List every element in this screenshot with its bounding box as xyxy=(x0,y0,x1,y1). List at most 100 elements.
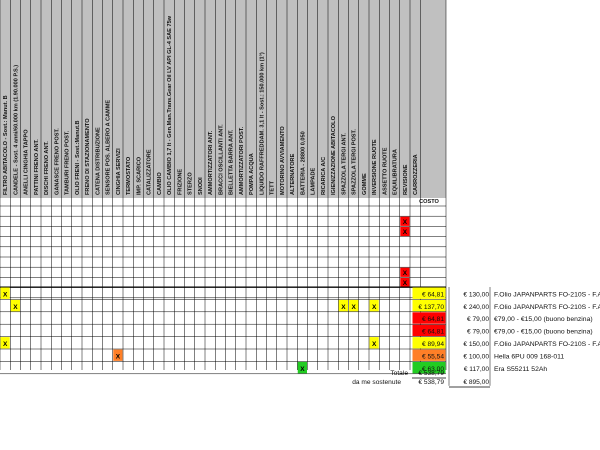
column-header[interactable]: DISCHI FRENO ANT. xyxy=(44,141,50,195)
amount-value: € 130,00 xyxy=(463,291,489,298)
column-header[interactable]: TERMOSTATO xyxy=(126,156,132,195)
revision-mark: X xyxy=(403,229,408,236)
cost-value: € 64,81 xyxy=(422,329,444,336)
revision-mark: X xyxy=(403,280,408,287)
cost-cell[interactable] xyxy=(412,337,446,349)
note-text: €79,00 - €15,00 (buono benzina) xyxy=(494,329,593,336)
column-header[interactable]: BIELLETTA BARRA ANT. xyxy=(229,129,235,195)
note-text: Hella 6PU 009 168-011 xyxy=(494,353,564,360)
column-header[interactable]: CARROZZERIA xyxy=(413,154,419,195)
column-header[interactable]: GANASCE FRENO POST. xyxy=(54,128,60,195)
note-text: F.Olio JAPANPARTS FO-210S - F.A xyxy=(494,341,600,348)
amount-value: € 79,00 xyxy=(467,316,489,323)
service-mark: X xyxy=(372,341,377,348)
cost-value: € 63,00 xyxy=(422,366,444,373)
column-header[interactable]: REVISIONE xyxy=(403,164,409,195)
revision-mark: X xyxy=(403,270,408,277)
column-header[interactable]: TETT xyxy=(270,180,276,195)
service-mark-cell[interactable] xyxy=(338,299,348,312)
service-mark-cell[interactable] xyxy=(0,337,10,349)
column-header[interactable]: SPAZZOLA TERGI ANT. xyxy=(341,133,347,195)
revision-mark: X xyxy=(403,219,408,226)
column-header[interactable]: LAMPADE xyxy=(311,167,317,195)
column-header[interactable]: POMPA ACQUA xyxy=(249,153,255,195)
service-mark-cell[interactable] xyxy=(0,287,10,299)
column-header[interactable]: SPAZZOLA TERGI POST. xyxy=(352,129,358,195)
cost-cell[interactable] xyxy=(412,349,446,361)
column-header[interactable]: SNODI xyxy=(198,177,204,195)
amount-value: € 117,00 xyxy=(464,366,490,373)
column-header[interactable]: IGIENIZZAZIONE ABITACOLO xyxy=(331,115,337,195)
column-header[interactable]: TAMBURI FRENO POST. xyxy=(65,130,71,195)
cost-cell[interactable] xyxy=(412,361,446,374)
amount-value: € 240,00 xyxy=(463,304,489,311)
column-header-band xyxy=(0,0,446,198)
service-mark: X xyxy=(116,353,121,360)
total-value: € 538,79 xyxy=(418,370,444,377)
column-header[interactable]: FRIZIONE xyxy=(177,169,183,195)
revision-mark-cell[interactable] xyxy=(400,216,410,226)
service-mark: X xyxy=(3,291,8,298)
service-mark: X xyxy=(351,304,356,311)
service-mark-cell[interactable] xyxy=(10,299,20,312)
column-header[interactable]: AMMORTIZZATORI POST. xyxy=(239,126,245,195)
cost-value: € 55,54 xyxy=(422,353,444,360)
service-mark-cell[interactable] xyxy=(113,349,123,361)
column-header[interactable]: MOTORINO AVVIAMENTO xyxy=(280,126,286,195)
column-header[interactable]: RICARICA A/C xyxy=(321,157,327,195)
service-mark-cell[interactable] xyxy=(369,299,379,312)
cost-value: € 89,94 xyxy=(422,341,444,348)
note-text: Era S55211 52Ah xyxy=(494,366,547,373)
service-mark-cell[interactable] xyxy=(297,361,307,374)
cost-value: € 64,81 xyxy=(422,291,444,298)
column-header[interactable]: GOMME xyxy=(362,173,368,195)
sostenute-label: da me sostenute xyxy=(352,379,401,386)
amount-value: € 150,00 xyxy=(463,341,489,348)
note-text: F.Olio JAPANPARTS FO-210S - F.A xyxy=(494,291,600,298)
amount-value: € 100,00 xyxy=(463,353,489,360)
column-header[interactable]: PATTINI FRENO ANT. xyxy=(34,139,40,195)
column-header[interactable]: CATENA DISTRIBUZIONE xyxy=(95,127,101,195)
column-header[interactable]: OLIO FRENI - Sost.:Manut.B xyxy=(75,120,81,195)
column-header[interactable]: CINGHIA SERVIZI xyxy=(116,148,122,195)
cost-cell[interactable] xyxy=(412,299,446,312)
cost-cell[interactable] xyxy=(412,312,446,324)
revision-mark-cell[interactable] xyxy=(400,226,410,237)
cost-cell[interactable] xyxy=(412,324,446,337)
service-mark-cell[interactable] xyxy=(349,299,359,312)
column-header[interactable]: CATALIZZATORE xyxy=(147,149,153,195)
revision-mark-cell[interactable] xyxy=(400,267,410,277)
column-header[interactable]: ALTERNATORE xyxy=(290,153,296,195)
cost-value: € 137,70 xyxy=(418,304,444,311)
column-header[interactable]: STERZO xyxy=(188,172,194,195)
column-header[interactable]: BRACCI OSCILLANTI ANT. xyxy=(218,124,224,195)
column-header[interactable]: IMP. SCARICO xyxy=(136,156,142,195)
service-mark: X xyxy=(372,304,377,311)
note-text: F.Olio JAPANPARTS FO-210S - F.A xyxy=(494,304,600,311)
column-header[interactable]: CANDELE - Sost. 4 anni/60.000 km (1.90.0… xyxy=(13,65,19,195)
service-mark: X xyxy=(300,366,305,373)
column-header[interactable]: BATTERIA - 28800 0,050 xyxy=(300,131,306,195)
service-mark: X xyxy=(13,304,18,311)
column-header[interactable]: FILTRO ABITACOLO - Sost.: Manut. B xyxy=(3,95,9,195)
total-label: Totale xyxy=(390,370,408,377)
revision-mark-cell[interactable] xyxy=(400,277,410,288)
column-header[interactable]: AMMORTIZZATORI ANT. xyxy=(208,130,214,195)
service-mark-cell[interactable] xyxy=(369,337,379,349)
column-header[interactable]: CAMBIO xyxy=(157,172,163,195)
column-header[interactable]: EQUILIBRATURA xyxy=(393,149,399,195)
service-mark: X xyxy=(3,341,8,348)
column-header[interactable]: ASSETTO RUOTE xyxy=(382,147,388,195)
column-header[interactable]: ANELLI CINGHIA TAPPO xyxy=(24,129,30,195)
amount-value: € 79,00 xyxy=(467,329,489,336)
column-header[interactable]: INVERSIONE RUOTE xyxy=(372,139,378,195)
column-header[interactable]: LIQUIDO RAFFREDDAM. 3,1 lt - Sost.: 150.… xyxy=(259,52,265,195)
sostenute-amount: € 895,00 xyxy=(463,379,489,386)
cost-value: € 64,81 xyxy=(422,316,444,323)
column-header[interactable]: SENSORE POS. ALBERO A CAMME xyxy=(106,100,112,195)
column-header[interactable]: FRENO DI STAZIONAMENTO xyxy=(85,118,91,195)
column-header[interactable]: OLIO CAMBIO 1,7 lt - Gen.Man.Trans.Gear … xyxy=(167,15,173,195)
cost-cell[interactable] xyxy=(412,287,446,299)
